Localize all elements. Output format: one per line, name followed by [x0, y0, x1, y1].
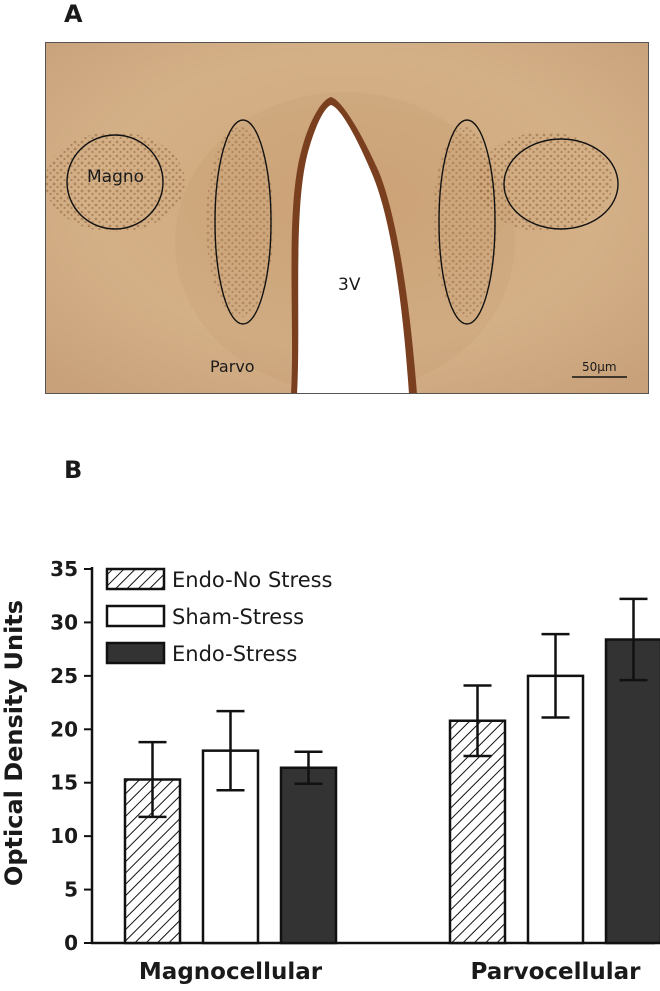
- panel-a-label: A: [64, 0, 83, 28]
- error-bars: [138, 597, 648, 819]
- parvo-label: Parvo: [210, 357, 255, 376]
- y-tick-label: 20: [50, 717, 78, 741]
- x-tick-label: Parvocellular: [470, 959, 641, 985]
- y-tick-label: 0: [64, 931, 78, 955]
- legend-label: Sham-Stress: [172, 605, 304, 629]
- ventricle-label: 3V: [338, 275, 361, 295]
- bar: [279, 766, 338, 945]
- bar: [448, 719, 507, 945]
- magno-label: Magno: [87, 167, 144, 187]
- legend: Endo-No Stress Sham-Stress Endo-Stress: [105, 567, 333, 666]
- scale-bar-label: 50µm: [582, 360, 617, 374]
- parvo-outline-right: [438, 119, 496, 325]
- magno-outline-right: [503, 138, 619, 230]
- y-tick-label: 10: [50, 824, 78, 848]
- legend-label: Endo-Stress: [172, 642, 297, 666]
- legend-swatch: [105, 604, 166, 628]
- y-tick-label: 35: [50, 557, 78, 581]
- y-axis-label: Optical Density Units: [0, 600, 28, 886]
- x-tick-label: Magnocellular: [139, 959, 323, 985]
- micrograph-image: Magno Parvo 3V 50µm: [45, 42, 649, 394]
- axes: 0 5 10 15 20 25 30 35 Magnocellular Parvocellular: [50, 557, 655, 985]
- y-tick-label: 25: [50, 664, 78, 688]
- bars: [123, 638, 660, 945]
- legend-label: Endo-No Stress: [172, 568, 333, 592]
- magno-outline-left: [66, 134, 164, 230]
- legend-swatch: [105, 567, 166, 591]
- bar: [604, 638, 660, 945]
- y-tick-label: 30: [50, 610, 78, 634]
- bar-chart: 0 5 10 15 20 25 30 35 Magnocellular Parvocellular…: [0, 557, 660, 985]
- y-tick-label: 15: [50, 771, 78, 795]
- y-tick-label: 5: [64, 878, 78, 902]
- panel-b-label: B: [64, 456, 83, 484]
- bar: [526, 674, 585, 945]
- legend-swatch: [105, 641, 166, 665]
- parvo-outline-left: [214, 119, 272, 325]
